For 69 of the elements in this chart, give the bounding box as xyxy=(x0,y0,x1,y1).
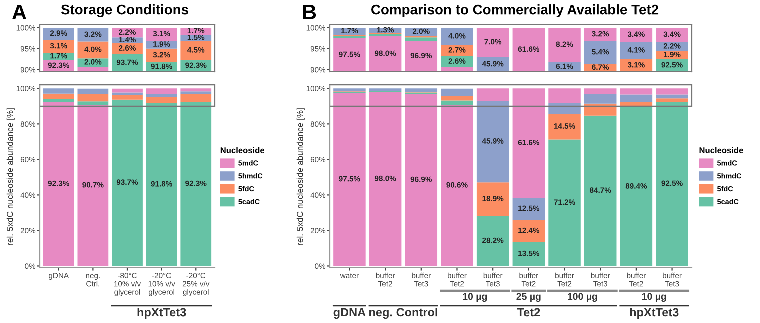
bar xyxy=(512,198,546,220)
legend-title: Nucleoside xyxy=(220,147,265,154)
chart-title: Comparison to Commercially Available Tet2 xyxy=(372,4,659,18)
bar xyxy=(180,102,212,266)
bar xyxy=(656,88,688,95)
bar xyxy=(476,216,510,266)
bar xyxy=(584,116,617,266)
bar xyxy=(656,94,688,99)
bar xyxy=(512,242,546,266)
text: 10 µg xyxy=(463,293,488,302)
bar xyxy=(476,101,510,183)
bar xyxy=(78,102,109,106)
bar xyxy=(180,94,212,102)
bar xyxy=(548,88,581,104)
text: Tet2 xyxy=(517,308,540,317)
y-axis-title: rel. 5xdC nucleoside abundance [%] xyxy=(6,108,15,246)
bar xyxy=(441,105,474,266)
bar xyxy=(620,94,653,102)
text: hpXtTet3 xyxy=(138,308,186,320)
text: 25 µg xyxy=(516,293,541,302)
bar xyxy=(584,104,617,116)
bar xyxy=(512,220,546,242)
bar xyxy=(656,102,688,266)
bar xyxy=(441,100,474,106)
text: hpXtTet3 xyxy=(630,308,679,320)
bar xyxy=(405,94,438,266)
bar xyxy=(146,94,178,98)
bar xyxy=(476,88,510,102)
bar xyxy=(620,107,653,266)
bar xyxy=(78,105,109,266)
text: A xyxy=(12,5,26,20)
bar xyxy=(180,92,212,94)
bar xyxy=(112,92,143,96)
bar xyxy=(78,88,109,95)
text: neg. Control xyxy=(370,308,438,320)
bar xyxy=(43,88,74,94)
bar xyxy=(476,182,510,216)
bar xyxy=(43,99,74,102)
bar xyxy=(146,98,178,104)
text: 100 µg xyxy=(568,293,598,302)
bar xyxy=(620,88,653,95)
bar xyxy=(43,102,74,266)
legend-title: Nucleoside xyxy=(700,147,744,154)
bar xyxy=(512,88,546,198)
bar xyxy=(405,88,438,92)
bar xyxy=(548,114,581,140)
bar xyxy=(334,88,366,92)
bar xyxy=(146,103,178,266)
y-axis-title: rel. 5xdC nucleoside abundance [%] xyxy=(296,108,305,246)
bar xyxy=(78,94,109,102)
bar xyxy=(146,88,178,94)
bar xyxy=(584,94,617,104)
bar xyxy=(112,95,143,100)
text: gDNA xyxy=(334,308,366,320)
bar xyxy=(112,88,143,93)
bar xyxy=(180,88,212,92)
text: 10 µg xyxy=(642,293,666,302)
text: B xyxy=(303,5,316,20)
bar xyxy=(112,100,143,266)
bar xyxy=(584,88,617,94)
bar xyxy=(548,103,581,114)
bar xyxy=(441,96,474,101)
bar xyxy=(369,92,402,266)
bar xyxy=(656,98,688,102)
chart-title: Storage Conditions xyxy=(61,4,188,18)
bar xyxy=(548,140,581,266)
bar xyxy=(43,94,74,100)
bar xyxy=(334,93,366,266)
bar xyxy=(441,88,474,96)
